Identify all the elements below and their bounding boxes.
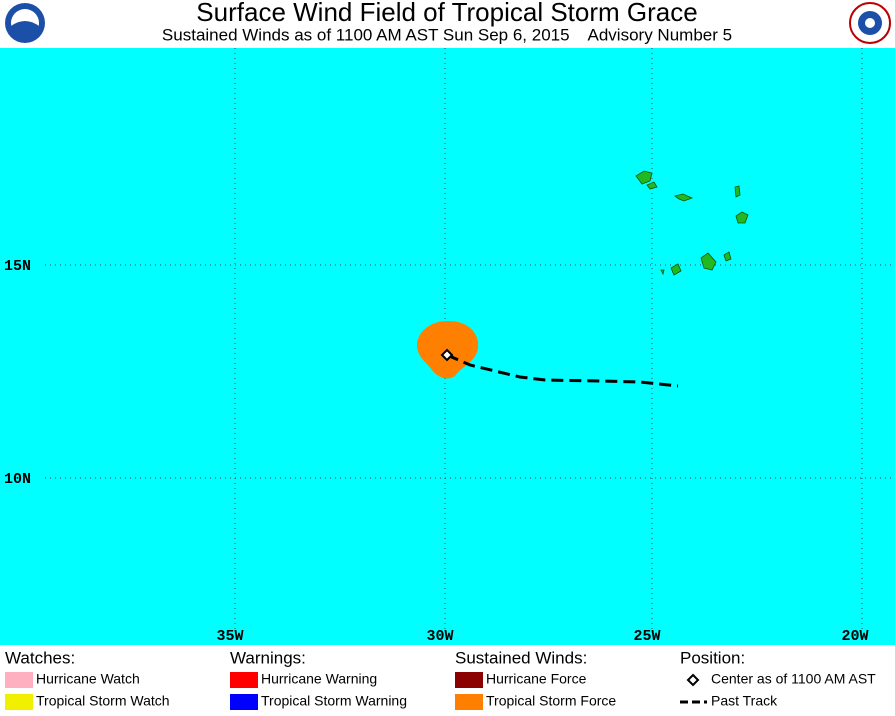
nws-logo [849, 2, 891, 44]
noaa-logo [5, 3, 45, 43]
lon-label: 35W [216, 628, 243, 645]
swatch [455, 672, 483, 688]
subtitle: Sustained Winds as of 1100 AM AST Sun Se… [162, 25, 732, 44]
legend-heading: Position: [680, 648, 745, 667]
past-track [446, 353, 679, 388]
swatch [230, 694, 258, 710]
storm-center [440, 348, 454, 362]
legend: Watches: Hurricane Watch Tropical Storm … [5, 648, 876, 710]
legend-heading: Watches: [5, 648, 75, 667]
legend-item: Center as of 1100 AM AST [711, 671, 876, 687]
lat-label: 15N [4, 258, 31, 275]
swatch [5, 694, 33, 710]
legend-item: Hurricane Force [486, 671, 587, 687]
swatch [230, 672, 258, 688]
center-symbol [686, 673, 700, 687]
title: Surface Wind Field of Tropical Storm Gra… [196, 0, 697, 27]
islands [635, 170, 749, 276]
legend-item: Tropical Storm Watch [36, 693, 170, 709]
legend-item: Hurricane Watch [36, 671, 140, 687]
swatch [455, 694, 483, 710]
legend-item: Past Track [711, 693, 778, 709]
lon-label: 25W [633, 628, 660, 645]
lon-label: 30W [426, 628, 453, 645]
lon-label: 20W [841, 628, 868, 645]
legend-item: Tropical Storm Force [486, 693, 616, 709]
legend-heading: Warnings: [230, 648, 306, 667]
legend-item: Hurricane Warning [261, 671, 377, 687]
legend-item: Tropical Storm Warning [261, 693, 407, 709]
lat-label: 10N [4, 471, 31, 488]
swatch [5, 672, 33, 688]
header-bg [0, 0, 895, 48]
legend-heading: Sustained Winds: [455, 648, 587, 667]
